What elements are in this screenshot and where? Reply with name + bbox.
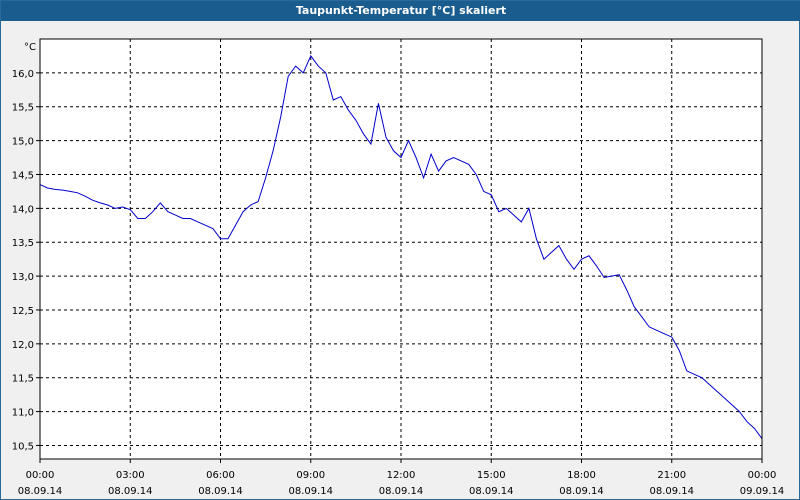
x-tick-time-label: 21:00 <box>657 470 686 481</box>
y-axis-ticks: 16,0 15,5 15,0 14,5 14,0 13,5 13,0 12,5 12,0 11,5… <box>12 69 40 452</box>
window-title: Taupunkt-Temperatur [°C] skaliert <box>1 1 800 21</box>
y-tick-label: 14,5 <box>12 170 34 181</box>
x-tick-time-label: 09:00 <box>296 470 325 481</box>
x-tick-date-label: 08.09.14 <box>108 486 153 497</box>
y-tick-label: 11,5 <box>12 374 34 385</box>
y-tick-label: 15,5 <box>12 103 34 114</box>
y-axis-unit-label: °C <box>24 42 36 53</box>
y-tick-label: 12,5 <box>12 306 34 317</box>
y-tick-label: 12,0 <box>12 340 34 351</box>
x-tick-date-label: 08.09.14 <box>559 486 604 497</box>
x-tick-date-label: 08.09.14 <box>379 486 424 497</box>
x-tick-time-label: 18:00 <box>567 470 596 481</box>
x-tick-date-label: 08.09.14 <box>198 486 243 497</box>
y-tick-label: 10,5 <box>12 441 34 452</box>
y-tick-label: 13,5 <box>12 238 34 249</box>
y-tick-label: 13,0 <box>12 272 34 283</box>
x-tick-time-label: 12:00 <box>387 470 416 481</box>
x-tick-date-label: 08.09.14 <box>288 486 333 497</box>
plot-border <box>39 38 763 460</box>
x-tick-date-label: 08.09.14 <box>469 486 514 497</box>
x-tick-date-label: 09.09.14 <box>740 486 785 497</box>
y-tick-label: 11,0 <box>12 408 34 419</box>
x-tick-time-label: 03:00 <box>116 470 145 481</box>
x-tick-time-label: 00:00 <box>26 470 55 481</box>
x-tick-time-label: 06:00 <box>206 470 235 481</box>
x-tick-date-label: 08.09.14 <box>18 486 63 497</box>
x-tick-time-label: 15:00 <box>477 470 506 481</box>
y-tick-label: 14,0 <box>12 204 34 215</box>
series-line <box>39 54 763 439</box>
y-tick-label: 15,0 <box>12 137 34 148</box>
x-tick-date-label: 08.09.14 <box>649 486 694 497</box>
x-axis-ticks: 00:00 08.09.14 03:00 08.09.14 06:00 08.09.14 0… <box>18 459 785 497</box>
y-tick-label: 16,0 <box>12 69 34 80</box>
x-tick-time-label: 00:00 <box>748 470 777 481</box>
grid-lines <box>40 39 762 459</box>
